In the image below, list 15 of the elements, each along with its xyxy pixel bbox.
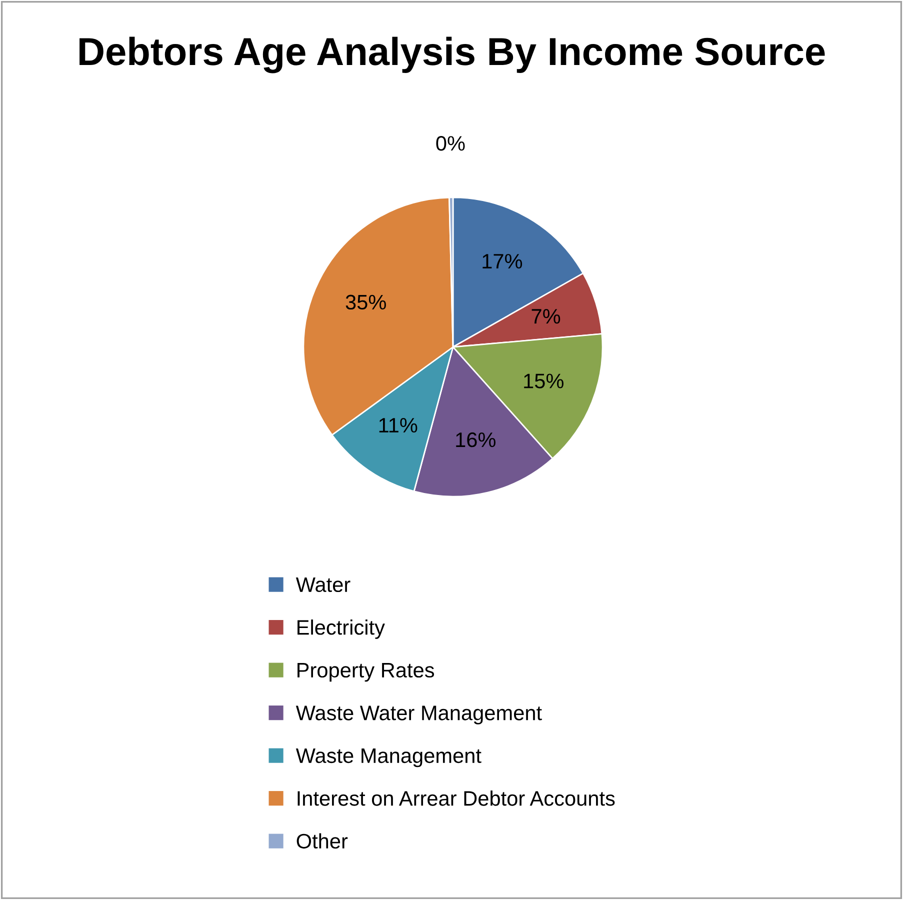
legend-label: Property Rates [298,663,434,682]
data-label: 11% [379,418,418,433]
legend-label: Interest on Arrear Debtor Accounts [298,790,615,806]
data-label: 15% [524,374,564,388]
data-label: 16% [456,432,496,448]
data-label: 7% [532,309,560,324]
data-label: 35% [346,294,386,310]
legend-label: Water [296,578,350,592]
data-label: 0% [436,136,465,151]
legend-label: Electricity [298,620,385,639]
data-label: 17% [482,254,522,269]
legend-label: Waste Management [296,748,482,768]
legend-label: Waste Water Management [296,706,542,724]
legend-label: Other [296,833,348,849]
chart-title: Debtors Age Analysis By Income Source [80,36,825,74]
